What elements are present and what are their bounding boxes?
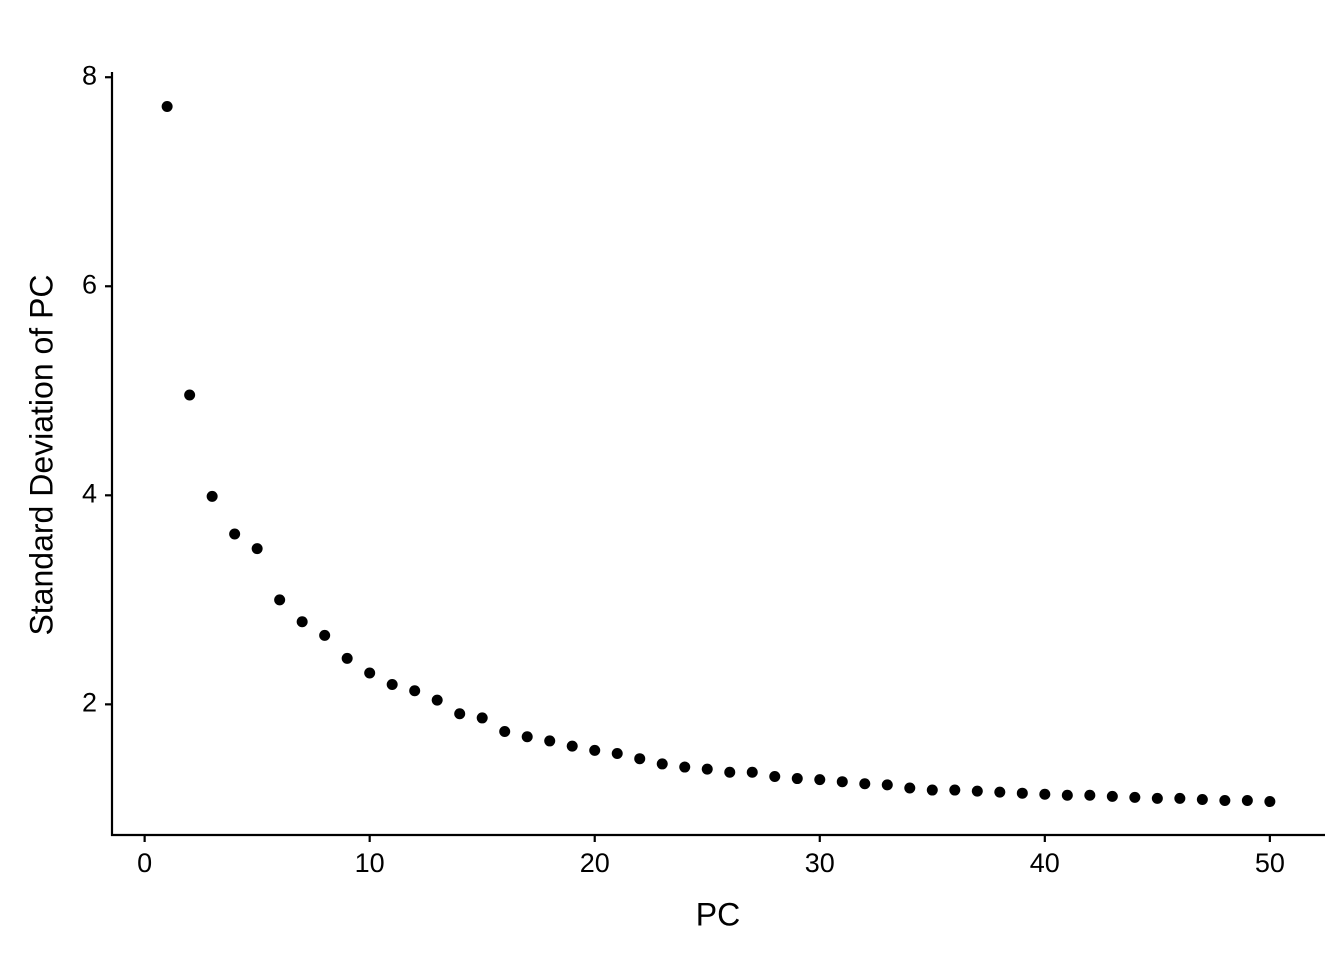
point	[701, 763, 713, 775]
point	[499, 726, 511, 738]
point	[1016, 787, 1028, 799]
point	[1241, 795, 1253, 807]
point	[971, 785, 983, 797]
point	[724, 766, 736, 778]
point	[454, 708, 466, 720]
point	[679, 761, 691, 773]
point	[251, 543, 263, 555]
point	[746, 766, 758, 778]
x-axis-title: PC	[696, 896, 740, 932]
y-tick-label: 2	[82, 687, 97, 717]
x-tick-label: 30	[805, 848, 835, 878]
point	[1129, 791, 1141, 803]
x-tick-label: 20	[580, 848, 610, 878]
point	[161, 100, 173, 112]
y-tick-label: 8	[82, 60, 97, 90]
point	[1039, 788, 1051, 800]
y-tick-label: 6	[82, 269, 97, 299]
point	[1174, 792, 1186, 804]
x-tick-label: 40	[1030, 848, 1060, 878]
point	[1106, 790, 1118, 802]
y-tick-label: 4	[82, 478, 97, 508]
point	[589, 744, 601, 756]
point	[1219, 795, 1231, 807]
point	[566, 740, 578, 752]
point	[881, 779, 893, 791]
point	[206, 490, 218, 502]
point	[859, 778, 871, 790]
point	[1196, 793, 1208, 805]
point	[904, 782, 916, 794]
point	[184, 389, 196, 401]
point	[319, 629, 331, 641]
point	[341, 652, 353, 664]
point	[1264, 796, 1276, 808]
x-tick-label: 10	[355, 848, 385, 878]
y-axis-title: Standard Deviation of PC	[23, 274, 59, 635]
point	[476, 712, 488, 724]
point	[431, 694, 443, 706]
point	[814, 774, 826, 786]
point	[926, 784, 938, 796]
point	[994, 786, 1006, 798]
point	[836, 776, 848, 788]
point	[544, 735, 556, 747]
point	[229, 528, 241, 540]
point	[1084, 789, 1096, 801]
x-tick-label: 0	[137, 848, 152, 878]
point	[791, 773, 803, 785]
point	[1151, 792, 1163, 804]
point	[769, 770, 781, 782]
point	[949, 784, 961, 796]
x-tick-label: 50	[1255, 848, 1285, 878]
point	[364, 667, 376, 679]
point	[274, 594, 286, 606]
point	[296, 616, 308, 628]
point	[1061, 789, 1073, 801]
point	[611, 747, 623, 759]
point	[409, 685, 421, 697]
point	[634, 753, 646, 765]
point	[521, 731, 533, 743]
point	[656, 758, 668, 770]
point	[386, 678, 398, 690]
